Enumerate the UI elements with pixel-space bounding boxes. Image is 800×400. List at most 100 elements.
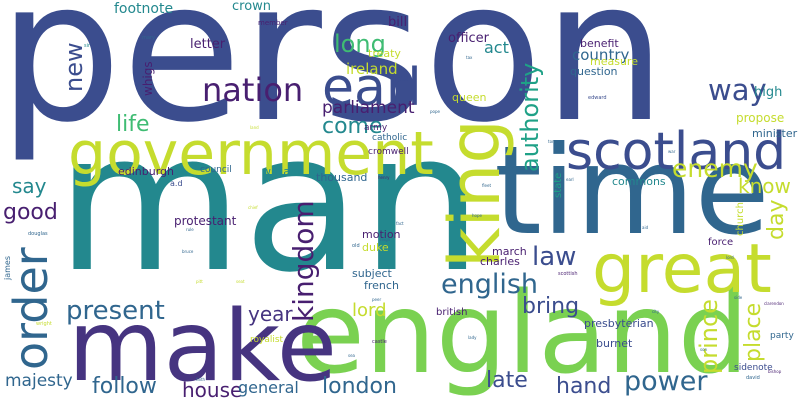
word-scotland: scotland xyxy=(566,122,787,182)
word-act: act xyxy=(484,38,509,57)
word-force: force xyxy=(708,237,734,248)
word-cromwell: cromwell xyxy=(368,147,409,157)
word-year: year xyxy=(248,302,293,326)
word-english: english xyxy=(441,269,539,300)
word-kingdom: kingdom xyxy=(287,200,320,322)
word-british: british xyxy=(436,307,468,318)
word-make: make xyxy=(68,290,338,400)
word-measure: measure xyxy=(590,55,638,68)
word-ad: a.d xyxy=(170,179,183,188)
word-pitt: pitt xyxy=(196,279,203,284)
word-clarendon: clarendon xyxy=(764,301,784,306)
word-john: john xyxy=(506,165,515,170)
word-government: government xyxy=(68,119,434,189)
word-hand: hand xyxy=(556,374,612,399)
word-faith: faith xyxy=(196,377,206,382)
word-land: land xyxy=(250,125,259,130)
word-chief: chief xyxy=(248,205,258,210)
word-ireland: ireland xyxy=(346,60,398,78)
word-say: say xyxy=(12,174,47,198)
word-henry: henry xyxy=(378,175,390,180)
word-burnet: burnet xyxy=(596,337,633,350)
word-seat: seat xyxy=(236,279,245,284)
word-good: good xyxy=(3,200,58,225)
word-parliament: parliament xyxy=(322,98,415,118)
word-queen: queen xyxy=(452,91,487,104)
word-majesty: majesty xyxy=(5,371,73,391)
word-church: church xyxy=(735,202,746,236)
word-thousand: thousand xyxy=(316,171,368,184)
word-day: day xyxy=(764,199,789,240)
word-order: order xyxy=(4,247,58,370)
word-subject: subject xyxy=(352,267,392,280)
word-edinburgh: edinburgh xyxy=(118,165,175,178)
word-duke: duke xyxy=(362,241,389,254)
word-new: new xyxy=(60,42,88,92)
word-general: general xyxy=(238,378,299,397)
word-lord: lord xyxy=(352,300,387,321)
word-edward: edward xyxy=(588,95,607,101)
word-charles: charles xyxy=(480,255,520,268)
word-way: way xyxy=(708,73,767,107)
word-william: william xyxy=(262,165,301,178)
word-authority: authority xyxy=(516,62,544,172)
word-council: council xyxy=(200,165,232,175)
word-rule: rule xyxy=(186,227,194,232)
word-pope: pope xyxy=(430,109,440,114)
word-prince: prince xyxy=(695,299,723,374)
word-power: power xyxy=(624,366,708,397)
word-know: know xyxy=(738,174,791,198)
word-earl-small: earl xyxy=(566,177,574,182)
word-old: old xyxy=(352,243,360,249)
word-peer: peer xyxy=(372,297,382,302)
word-member: member xyxy=(258,19,288,27)
word-long: long xyxy=(334,30,386,58)
word-england: england xyxy=(296,269,749,399)
word-castle: castle xyxy=(372,339,387,345)
word-house: house xyxy=(182,378,243,400)
word-whigs: whigs xyxy=(141,61,155,96)
word-officer: officer xyxy=(448,31,490,46)
word-commons: commons xyxy=(612,175,666,188)
word-place: place xyxy=(741,302,766,362)
word-man: man xyxy=(56,92,483,315)
word-benefit: benefit xyxy=(580,37,619,50)
word-sidenote: sidenote xyxy=(734,363,773,373)
word-david: david xyxy=(746,375,760,381)
word-nation: nation xyxy=(202,71,304,109)
word-aid: aid xyxy=(642,225,649,230)
word-footnote: footnote xyxy=(114,1,174,17)
word-scottish: scottish xyxy=(558,271,578,277)
word-law: law xyxy=(532,242,577,272)
word-country: country xyxy=(572,46,630,64)
word-sea: sea xyxy=(348,353,355,358)
word-enemy: enemy xyxy=(672,154,758,183)
word-catholic: catholic xyxy=(372,133,408,143)
word-propose: propose xyxy=(736,111,785,125)
word-state: state xyxy=(553,172,564,198)
word-tax: tax xyxy=(466,55,473,60)
word-douglas: douglas xyxy=(28,231,48,237)
word-high: high xyxy=(754,85,783,100)
word-crown: crown xyxy=(232,0,272,14)
word-follow: follow xyxy=(92,374,157,399)
word-lady: lady xyxy=(468,335,477,340)
word-fleet: fleet xyxy=(482,183,492,188)
word-lord-small: lord xyxy=(726,255,734,260)
word-bruce: bruce xyxy=(182,249,194,254)
word-life: life xyxy=(116,112,150,137)
word-late: late xyxy=(486,368,528,393)
word-army: army xyxy=(364,123,388,133)
word-james: james xyxy=(3,255,12,280)
word-tory: tory xyxy=(548,139,557,144)
word-presbyterian: presbyterian xyxy=(584,317,654,330)
word-question: question xyxy=(570,65,618,78)
word-fact: fact xyxy=(396,221,404,226)
word-motion: motion xyxy=(362,228,401,241)
word-protestant: protestant xyxy=(174,214,237,228)
word-treaty: treaty xyxy=(368,47,401,60)
word-bishop: bishop xyxy=(768,369,782,374)
word-hope: hope xyxy=(472,213,482,218)
word-city: city xyxy=(652,309,660,314)
word-royalist: royalist xyxy=(250,335,284,345)
